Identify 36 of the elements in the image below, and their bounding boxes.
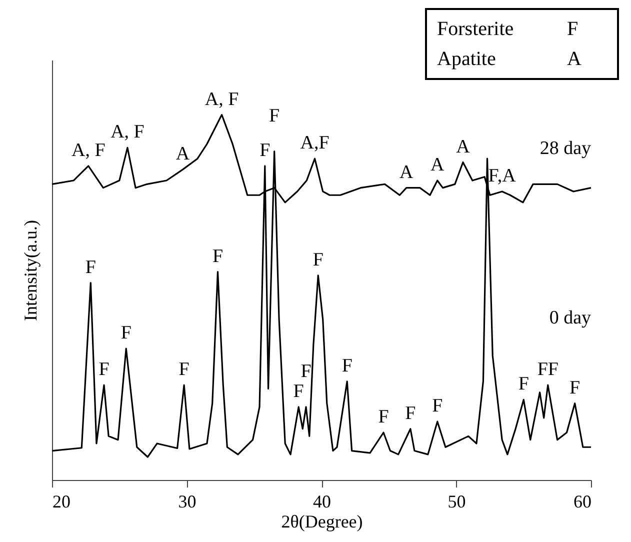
annotation: A — [176, 144, 190, 165]
annotation: A — [400, 162, 414, 183]
x-axis-title: 2θ(Degree) — [281, 512, 363, 532]
annotation: F — [260, 140, 270, 161]
x-tick-label: 60 — [574, 492, 592, 512]
annotation: F — [518, 374, 529, 395]
key-box: Forsterite F Apatite A — [425, 8, 619, 80]
annotation: F — [212, 246, 224, 267]
annotation: A — [430, 154, 445, 176]
x-tick-label: 30 — [178, 492, 196, 512]
series-label: 28 day — [540, 138, 592, 159]
y-axis-title: Intensity(a.u.) — [20, 220, 40, 321]
x-tick-label: 20 — [52, 492, 70, 512]
annotation: A, F — [110, 122, 144, 143]
annotation: F — [120, 322, 132, 344]
annotation: F — [98, 359, 110, 380]
annotation: A, F — [71, 140, 106, 161]
annotation: F — [293, 380, 304, 402]
text: 0 day — [549, 307, 592, 328]
annotation: F — [312, 249, 324, 270]
annotation: F — [342, 355, 352, 376]
annotation: A,F — [300, 132, 330, 154]
annotation: F — [570, 377, 580, 398]
x-tick-label: 50 — [448, 492, 466, 512]
annotation: F — [269, 105, 280, 126]
annotation: F — [405, 402, 416, 424]
annotation: FF — [537, 359, 558, 380]
annotation: F — [85, 256, 96, 278]
annotation: F,A — [488, 165, 516, 186]
x-tick-label: 40 — [313, 492, 331, 512]
annotation: F — [378, 406, 389, 428]
annotation: A — [456, 136, 470, 158]
annotation: F — [300, 360, 312, 382]
annotation: F — [432, 396, 443, 417]
annotation: F — [178, 359, 190, 380]
annotation: A, F — [204, 88, 239, 110]
